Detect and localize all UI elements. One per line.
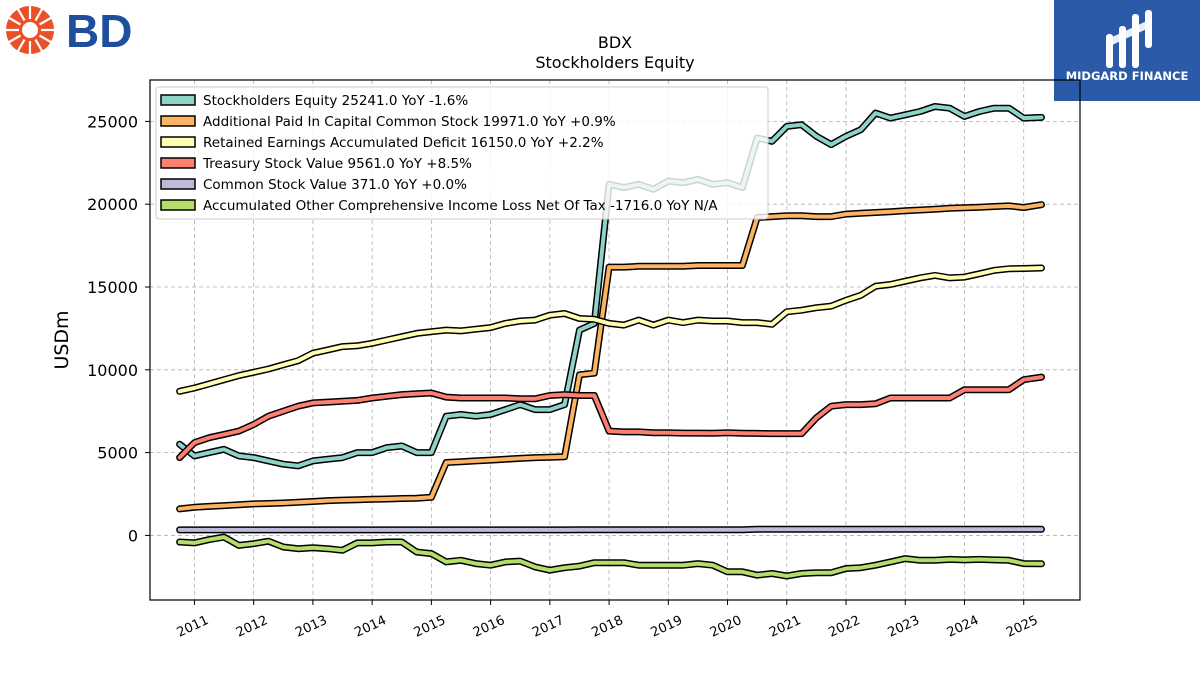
x-tick-label: 2015	[412, 613, 448, 641]
legend-entry: Additional Paid In Capital Common Stock …	[203, 114, 616, 130]
legend-swatch	[160, 136, 196, 148]
y-tick-label: 25000	[87, 112, 138, 131]
legend-entry: Accumulated Other Comprehensive Income L…	[203, 198, 718, 214]
legend-entry: Retained Earnings Accumulated Deficit 16…	[203, 135, 604, 151]
x-tick-label: 2018	[589, 613, 625, 641]
y-axis: 0 5000 10000 15000 20000 25000	[87, 112, 150, 545]
x-tick-label: 2014	[352, 613, 388, 641]
x-tick-label: 2025	[1004, 613, 1040, 641]
series-line-3	[177, 375, 1044, 460]
y-tick-label: 15000	[87, 278, 138, 297]
x-tick-label: 2022	[826, 613, 862, 641]
legend-swatch	[160, 115, 196, 127]
series-line-5	[177, 535, 1044, 578]
y-axis-label: USDm	[51, 310, 73, 369]
x-tick-label: 2023	[886, 613, 922, 641]
bd-starburst-icon	[5, 5, 55, 55]
y-tick-label: 0	[128, 526, 138, 545]
x-tick-label: 2012	[234, 613, 270, 641]
x-tick-label: 2024	[945, 613, 981, 641]
legend-entry: Common Stock Value 371.0 YoY +0.0%	[203, 177, 467, 193]
series-line-1	[177, 202, 1044, 511]
legend-box	[155, 86, 769, 220]
chart-subtitle: Stockholders Equity	[535, 53, 694, 72]
x-tick-label: 2019	[649, 613, 685, 641]
x-tick-label: 2013	[293, 613, 329, 641]
midgard-mark-icon	[1106, 10, 1152, 68]
series-outline-2	[176, 264, 1045, 395]
x-tick-label: 2021	[767, 613, 803, 641]
midgard-logo-text: MIDGARD FINANCE	[1066, 69, 1189, 83]
legend: Stockholders Equity 25241.0 YoY -1.6% Add…	[155, 86, 769, 220]
bd-company-logo: BD	[5, 5, 132, 56]
series-line-2	[177, 266, 1044, 394]
legend-entry: Stockholders Equity 25241.0 YoY -1.6%	[203, 93, 468, 109]
chart-title: BDX	[598, 33, 632, 52]
plot-frame	[149, 79, 1081, 601]
midgard-finance-logo: MIDGARD FINANCE	[1054, 0, 1200, 101]
y-tick-label: 10000	[87, 361, 138, 380]
series-outline-3	[176, 373, 1045, 462]
legend-swatch	[160, 94, 196, 106]
x-axis: 2011 2012 2013 2014 2015 2016 2017 2018 2019 2020…	[175, 600, 1040, 641]
y-tick-label: 5000	[97, 444, 138, 463]
x-tick-label: 2020	[708, 613, 744, 641]
x-tick-label: 2016	[471, 613, 507, 641]
bd-logo-text: BD	[66, 5, 132, 56]
x-tick-label: 2011	[175, 613, 211, 641]
legend-entry: Treasury Stock Value 9561.0 YoY +8.5%	[202, 156, 472, 172]
series-outline-5	[176, 533, 1045, 580]
legend-swatch	[160, 178, 196, 190]
legend-swatch	[160, 157, 196, 169]
legend-swatch	[160, 199, 196, 211]
y-tick-label: 20000	[87, 195, 138, 214]
x-tick-label: 2017	[530, 613, 566, 641]
series-line-4	[177, 527, 1044, 532]
